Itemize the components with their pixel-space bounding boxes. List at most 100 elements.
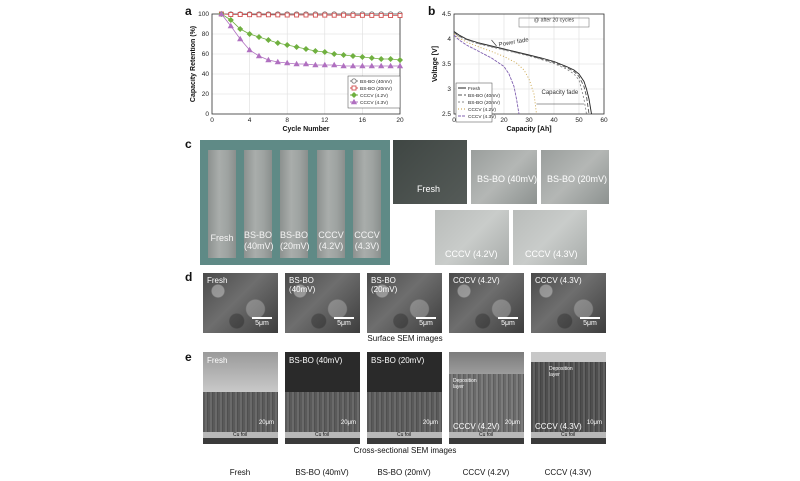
- surface-sem-image: BS-BO (40mV) 5μm: [285, 273, 360, 333]
- data-point: [331, 61, 338, 68]
- cross-section-sem-caption: Cross-sectional SEM images: [353, 446, 457, 455]
- annotation-power-fade: Power fade: [498, 37, 530, 48]
- y-axis-label: Capacity Retention (%): [190, 26, 197, 102]
- scale-bar: 10μm: [586, 420, 602, 426]
- y-tick-label: 100: [198, 11, 209, 18]
- panel-letter-a: a: [185, 4, 192, 18]
- legend-entry: CCCV (4.2V): [468, 107, 496, 113]
- data-point: [341, 12, 347, 18]
- data-point: [265, 56, 272, 63]
- strip-label: BS-BO (20mV): [280, 230, 310, 251]
- electrode-strip: BS-BO (20mV): [280, 150, 310, 258]
- data-point: [312, 61, 319, 68]
- data-point: [359, 53, 366, 61]
- data-point: [321, 48, 328, 56]
- y-tick-label: 4.5: [442, 11, 451, 18]
- y-axis-label: Voltage [V]: [432, 46, 439, 82]
- strip-label: BS-BO (40mV): [244, 230, 274, 251]
- data-point: [274, 58, 281, 65]
- data-point: [237, 12, 243, 17]
- data-point: [368, 54, 375, 62]
- data-point: [350, 91, 358, 99]
- data-point: [378, 55, 385, 63]
- data-point: [378, 12, 384, 18]
- data-point: [265, 12, 271, 18]
- data-point: [387, 62, 394, 69]
- data-point: [255, 52, 263, 59]
- data-point: [284, 59, 291, 66]
- series-line: [453, 32, 590, 115]
- legend-entry: CCCV (4.3V): [468, 114, 496, 120]
- series-line: [453, 34, 520, 115]
- x-tick-label: 40: [550, 117, 558, 124]
- sem-label: CCCV (4.2V): [453, 422, 500, 431]
- series-line: [453, 33, 537, 115]
- deposition-layer-label: Deposition layer: [549, 366, 573, 378]
- data-point: [349, 62, 357, 69]
- x-tick-label: 0: [210, 117, 214, 124]
- data-point: [349, 52, 357, 60]
- bottom-label: BS-BO (40mV): [295, 468, 349, 477]
- data-point: [396, 62, 404, 69]
- scale-bar: 5μm: [334, 317, 354, 327]
- panel-letter-e: e: [185, 350, 192, 364]
- data-point: [228, 12, 234, 17]
- annotation-cycles: @ after 20 cycles: [534, 18, 575, 24]
- series-line: [453, 32, 587, 115]
- data-point: [293, 43, 300, 51]
- legend-entry: Fresh: [468, 86, 481, 92]
- foil-label: Cu foil: [479, 432, 494, 438]
- y-tick-label: 20: [202, 91, 210, 98]
- cross-section-sem-image: BS-BO (20mV) 20μm Cu foil: [367, 352, 442, 444]
- series-line: [453, 31, 592, 115]
- data-point: [350, 12, 356, 18]
- data-point: [247, 12, 253, 18]
- strip-label: CCCV (4.3V): [354, 230, 380, 251]
- data-point: [274, 39, 281, 47]
- y-tick-label: 2.5: [442, 111, 451, 118]
- bottom-label: BS-BO (20mV): [377, 468, 431, 477]
- y-tick-label: 3.5: [442, 61, 451, 68]
- sem-label: Fresh: [207, 356, 228, 365]
- sem-label: Fresh: [207, 276, 228, 285]
- data-point: [359, 12, 365, 18]
- data-point: [265, 36, 272, 44]
- data-point: [284, 12, 290, 18]
- x-axis-label: Capacity [Ah]: [506, 126, 551, 133]
- annotation-box: [518, 17, 590, 28]
- legend-entry: CCCV (4.2V): [360, 93, 388, 99]
- panel-letter-b: b: [428, 4, 436, 18]
- y-tick-label: 60: [202, 51, 210, 58]
- surface-sem-caption: Surface SEM images: [367, 334, 443, 343]
- panel-letter-c: c: [185, 137, 192, 151]
- electrode-strip: BS-BO (40mV): [244, 150, 274, 258]
- annotation-arrow: [491, 39, 497, 47]
- scale-bar: 5μm: [416, 317, 436, 327]
- x-tick-label: 20: [396, 117, 404, 124]
- data-point: [350, 98, 358, 105]
- data-point: [396, 56, 404, 64]
- data-point: [378, 62, 385, 69]
- data-point: [227, 22, 234, 29]
- annotation-capacity-fade: Capacity fade: [542, 90, 579, 96]
- data-point: [340, 51, 347, 59]
- electrode-tile: BS-BO (40mV): [471, 150, 537, 204]
- data-point: [246, 46, 253, 53]
- bottom-label: Fresh: [229, 468, 251, 477]
- y-tick-label: 3: [447, 86, 451, 93]
- surface-sem-image: CCCV (4.2V) 5μm: [449, 273, 524, 333]
- scale-bar: 20μm: [422, 420, 438, 426]
- scale-bar: 5μm: [252, 317, 272, 327]
- scale-bar: 20μm: [340, 420, 356, 426]
- cross-section-sem-image: Deposition layer CCCV (4.3V) 10μm Cu foi…: [531, 352, 606, 444]
- deposition-layer-label: Deposition layer: [453, 378, 477, 390]
- data-point: [312, 12, 318, 18]
- x-tick-label: 50: [575, 117, 583, 124]
- data-point: [237, 25, 244, 33]
- x-tick-label: 8: [285, 117, 289, 124]
- data-point: [256, 12, 262, 18]
- data-point: [293, 60, 300, 67]
- sem-label: BS-BO (40mV): [289, 356, 343, 365]
- electrode-strip: CCCV (4.2V): [317, 150, 345, 258]
